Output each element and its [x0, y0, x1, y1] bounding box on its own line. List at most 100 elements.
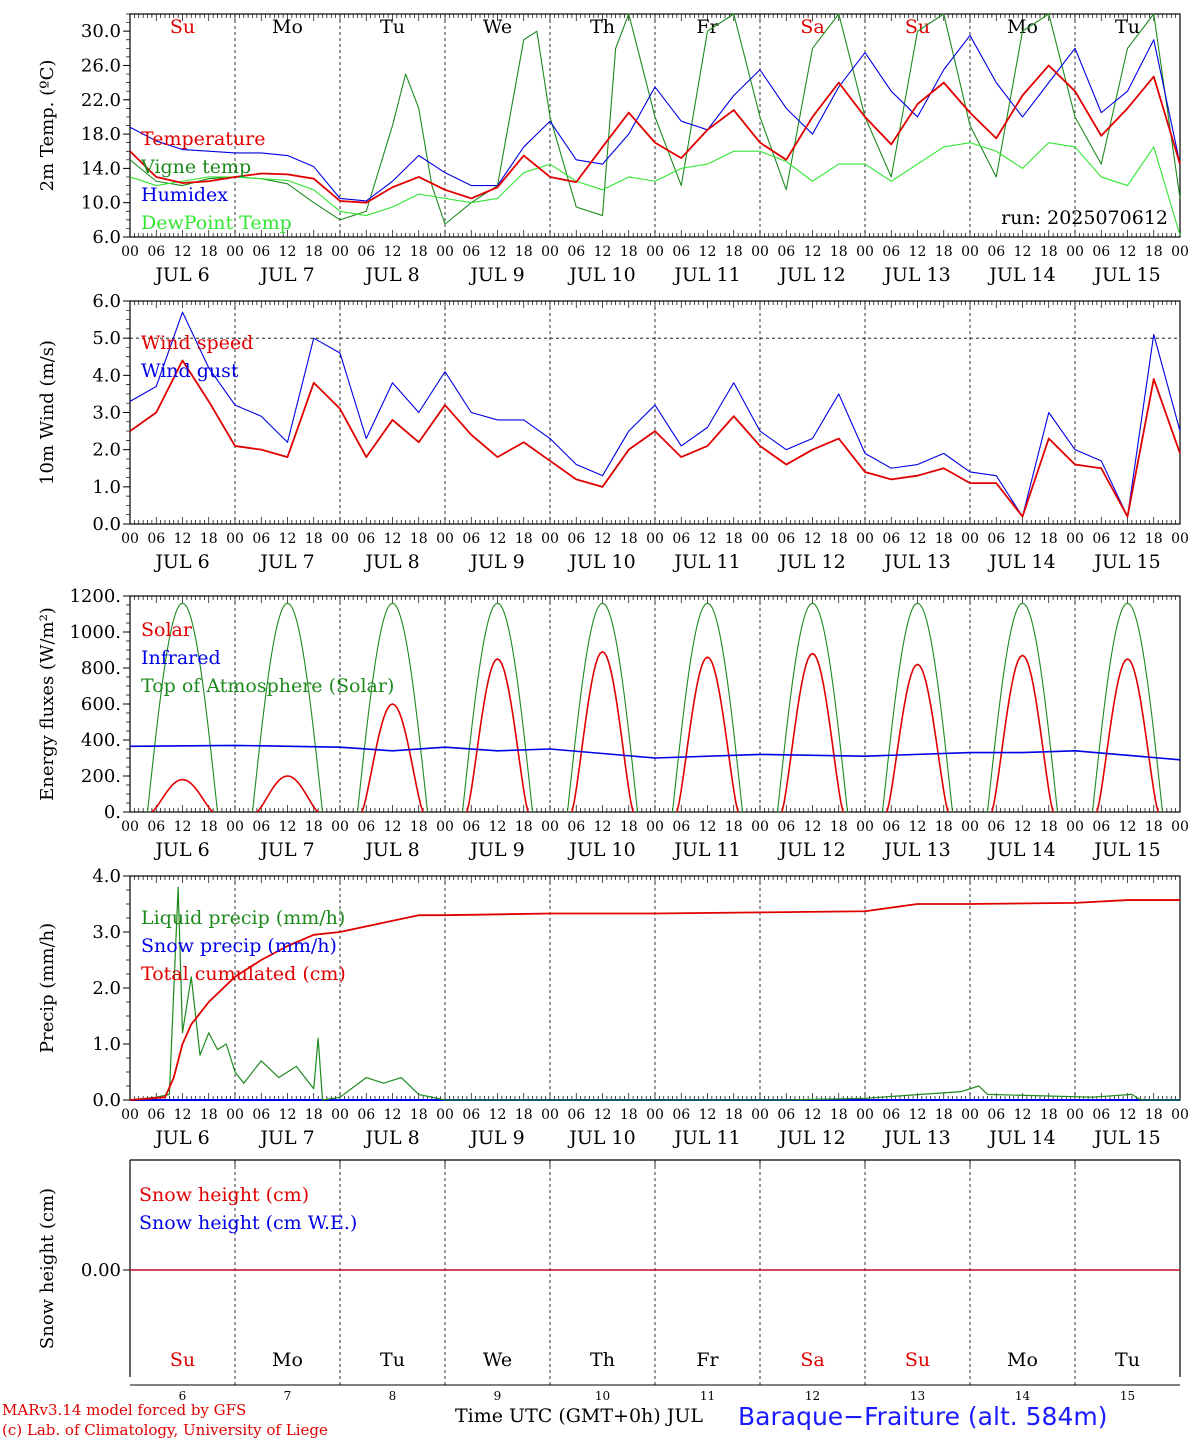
hour-tick-label: 18 [830, 531, 848, 547]
station-title: Baraque−Fraiture (alt. 584m) [738, 1402, 1108, 1431]
legend-entry: Total cumulated (cm) [141, 963, 346, 985]
hour-tick-label: 18 [830, 1107, 848, 1123]
day-name: Th [590, 1349, 615, 1371]
hour-tick-label: 12 [909, 819, 927, 835]
date-label: JUL 7 [258, 1127, 314, 1149]
hour-tick-label: 00 [646, 244, 664, 260]
hour-tick-label: 12 [279, 244, 297, 260]
hour-tick-label: 00 [121, 244, 139, 260]
hour-tick-label: 18 [200, 531, 218, 547]
y-tick-label: 400. [81, 730, 121, 751]
hour-tick-label: 00 [121, 819, 139, 835]
hour-tick-label: 06 [252, 244, 270, 260]
date-label: JUL 13 [882, 264, 950, 286]
legend-entry: Top of Atmosphere (Solar) [141, 675, 394, 697]
legend-entry: Wind gust [141, 360, 239, 382]
hour-tick-label: 18 [620, 244, 638, 260]
hour-tick-label: 12 [804, 819, 822, 835]
hour-tick-label: 00 [751, 244, 769, 260]
energy-frame: Solar Infrared Top of Atmosphere (Solar) [129, 595, 1181, 813]
hour-tick-label: 06 [672, 1107, 690, 1123]
y-tick-label: 3.0 [92, 403, 121, 424]
day-name: Mo [1007, 16, 1038, 38]
hour-tick-label: 18 [830, 819, 848, 835]
y-tick-label: 2.0 [92, 978, 121, 999]
day-name: Sa [800, 16, 824, 38]
hour-tick-label: 06 [462, 531, 480, 547]
energy-y-label: Energy fluxes (W/m²) [37, 607, 58, 801]
hour-tick-label: 06 [567, 819, 585, 835]
y-tick-label: 1000. [69, 622, 121, 643]
hour-tick-label: 06 [357, 244, 375, 260]
hour-tick-label: 18 [200, 819, 218, 835]
date-label: JUL 12 [777, 839, 845, 861]
hour-tick-label: 18 [305, 244, 323, 260]
temp-y-axis: 6.0 10.0 14.0 18.0 22.0 26.0 30.0 2m Temp. (ºC) [37, 13, 130, 248]
day-name: Mo [1007, 1349, 1038, 1371]
hour-tick-label: 00 [961, 531, 979, 547]
hour-tick-label: 00 [436, 1107, 454, 1123]
series-infrared [129, 744, 1181, 761]
hour-tick-label: 12 [489, 531, 507, 547]
date-label: JUL 15 [1092, 839, 1160, 861]
hour-tick-label: 00 [436, 531, 454, 547]
hour-tick-label: 06 [147, 531, 165, 547]
lab-credit: (c) Lab. of Climatology, University of L… [2, 1421, 328, 1439]
date-label: JUL 13 [882, 551, 950, 573]
day-name: We [483, 16, 512, 38]
run-annotation: run: 2025070612 [1001, 207, 1168, 229]
hour-tick-label: 06 [777, 819, 795, 835]
hour-tick-label: 06 [987, 1107, 1005, 1123]
legend-entry: Infrared [141, 647, 221, 669]
hour-tick-label: 12 [1119, 244, 1137, 260]
hour-tick-label: 06 [1092, 1107, 1110, 1123]
hour-tick-label: 00 [226, 531, 244, 547]
legend-entry: Vigne temp [140, 156, 251, 178]
hour-tick-label: 06 [987, 244, 1005, 260]
hour-tick-label: 06 [252, 819, 270, 835]
date-label: JUL 9 [468, 839, 524, 861]
hour-tick-label: 18 [620, 531, 638, 547]
hour-tick-label: 18 [305, 819, 323, 835]
day-name: Mo [272, 1349, 303, 1371]
hour-tick-label: 12 [909, 244, 927, 260]
hour-tick-label: 00 [121, 531, 139, 547]
day-name: Su [170, 1349, 195, 1371]
temp-frame: Su Mo Tu We Th Fr Sa Su Mo Tu Temperature Vigne tem… [129, 13, 1181, 238]
hour-tick-label: 18 [410, 1107, 428, 1123]
wind-y-axis: 0.0 1.0 2.0 3.0 4.0 5.0 6.0 10m Wind (m/s) [37, 291, 130, 535]
date-label: JUL 6 [153, 551, 209, 573]
precip-y-axis: 0.0 1.0 2.0 3.0 4.0 Precip (mm/h) [37, 866, 130, 1111]
hour-tick-label: 12 [699, 531, 717, 547]
y-tick-label: 10.0 [81, 193, 121, 214]
date-label: JUL 14 [987, 839, 1055, 861]
date-label: JUL 10 [567, 1127, 635, 1149]
hour-tick-label: 00 [646, 1107, 664, 1123]
temp-plot-border [129, 13, 1181, 238]
hour-tick-label: 18 [200, 1107, 218, 1123]
date-label: JUL 15 [1092, 264, 1160, 286]
precip-frame: Liquid precip (mm/h) Snow precip (mm/h) To… [129, 875, 1181, 1101]
hour-tick-label: 12 [384, 819, 402, 835]
hour-tick-label: 06 [987, 531, 1005, 547]
y-tick-label: 600. [81, 694, 121, 715]
hour-tick-label: 12 [174, 244, 192, 260]
y-tick-label: 6.0 [92, 227, 121, 248]
hour-tick-label: 06 [462, 819, 480, 835]
hour-tick-label: 12 [279, 531, 297, 547]
hour-tick-label: 00 [751, 819, 769, 835]
date-label: JUL 12 [777, 1127, 845, 1149]
hour-tick-label: 12 [1014, 819, 1032, 835]
date-label: JUL 14 [987, 264, 1055, 286]
hour-tick-label: 00 [121, 1107, 139, 1123]
day-number: 9 [494, 1389, 502, 1403]
day-name: Su [905, 1349, 930, 1371]
hour-tick-label: 00 [646, 819, 664, 835]
y-tick-label: 200. [81, 766, 121, 787]
hour-tick-label: 18 [830, 244, 848, 260]
hour-tick-label: 00 [961, 1107, 979, 1123]
temp-x-labels: 00 06 12 18 00 06 12 18 00 06 12 18 00 06 12 18 00 06 12 18… [121, 244, 1189, 286]
wind-y-label: 10m Wind (m/s) [37, 340, 58, 485]
hour-tick-label: 18 [1040, 531, 1058, 547]
